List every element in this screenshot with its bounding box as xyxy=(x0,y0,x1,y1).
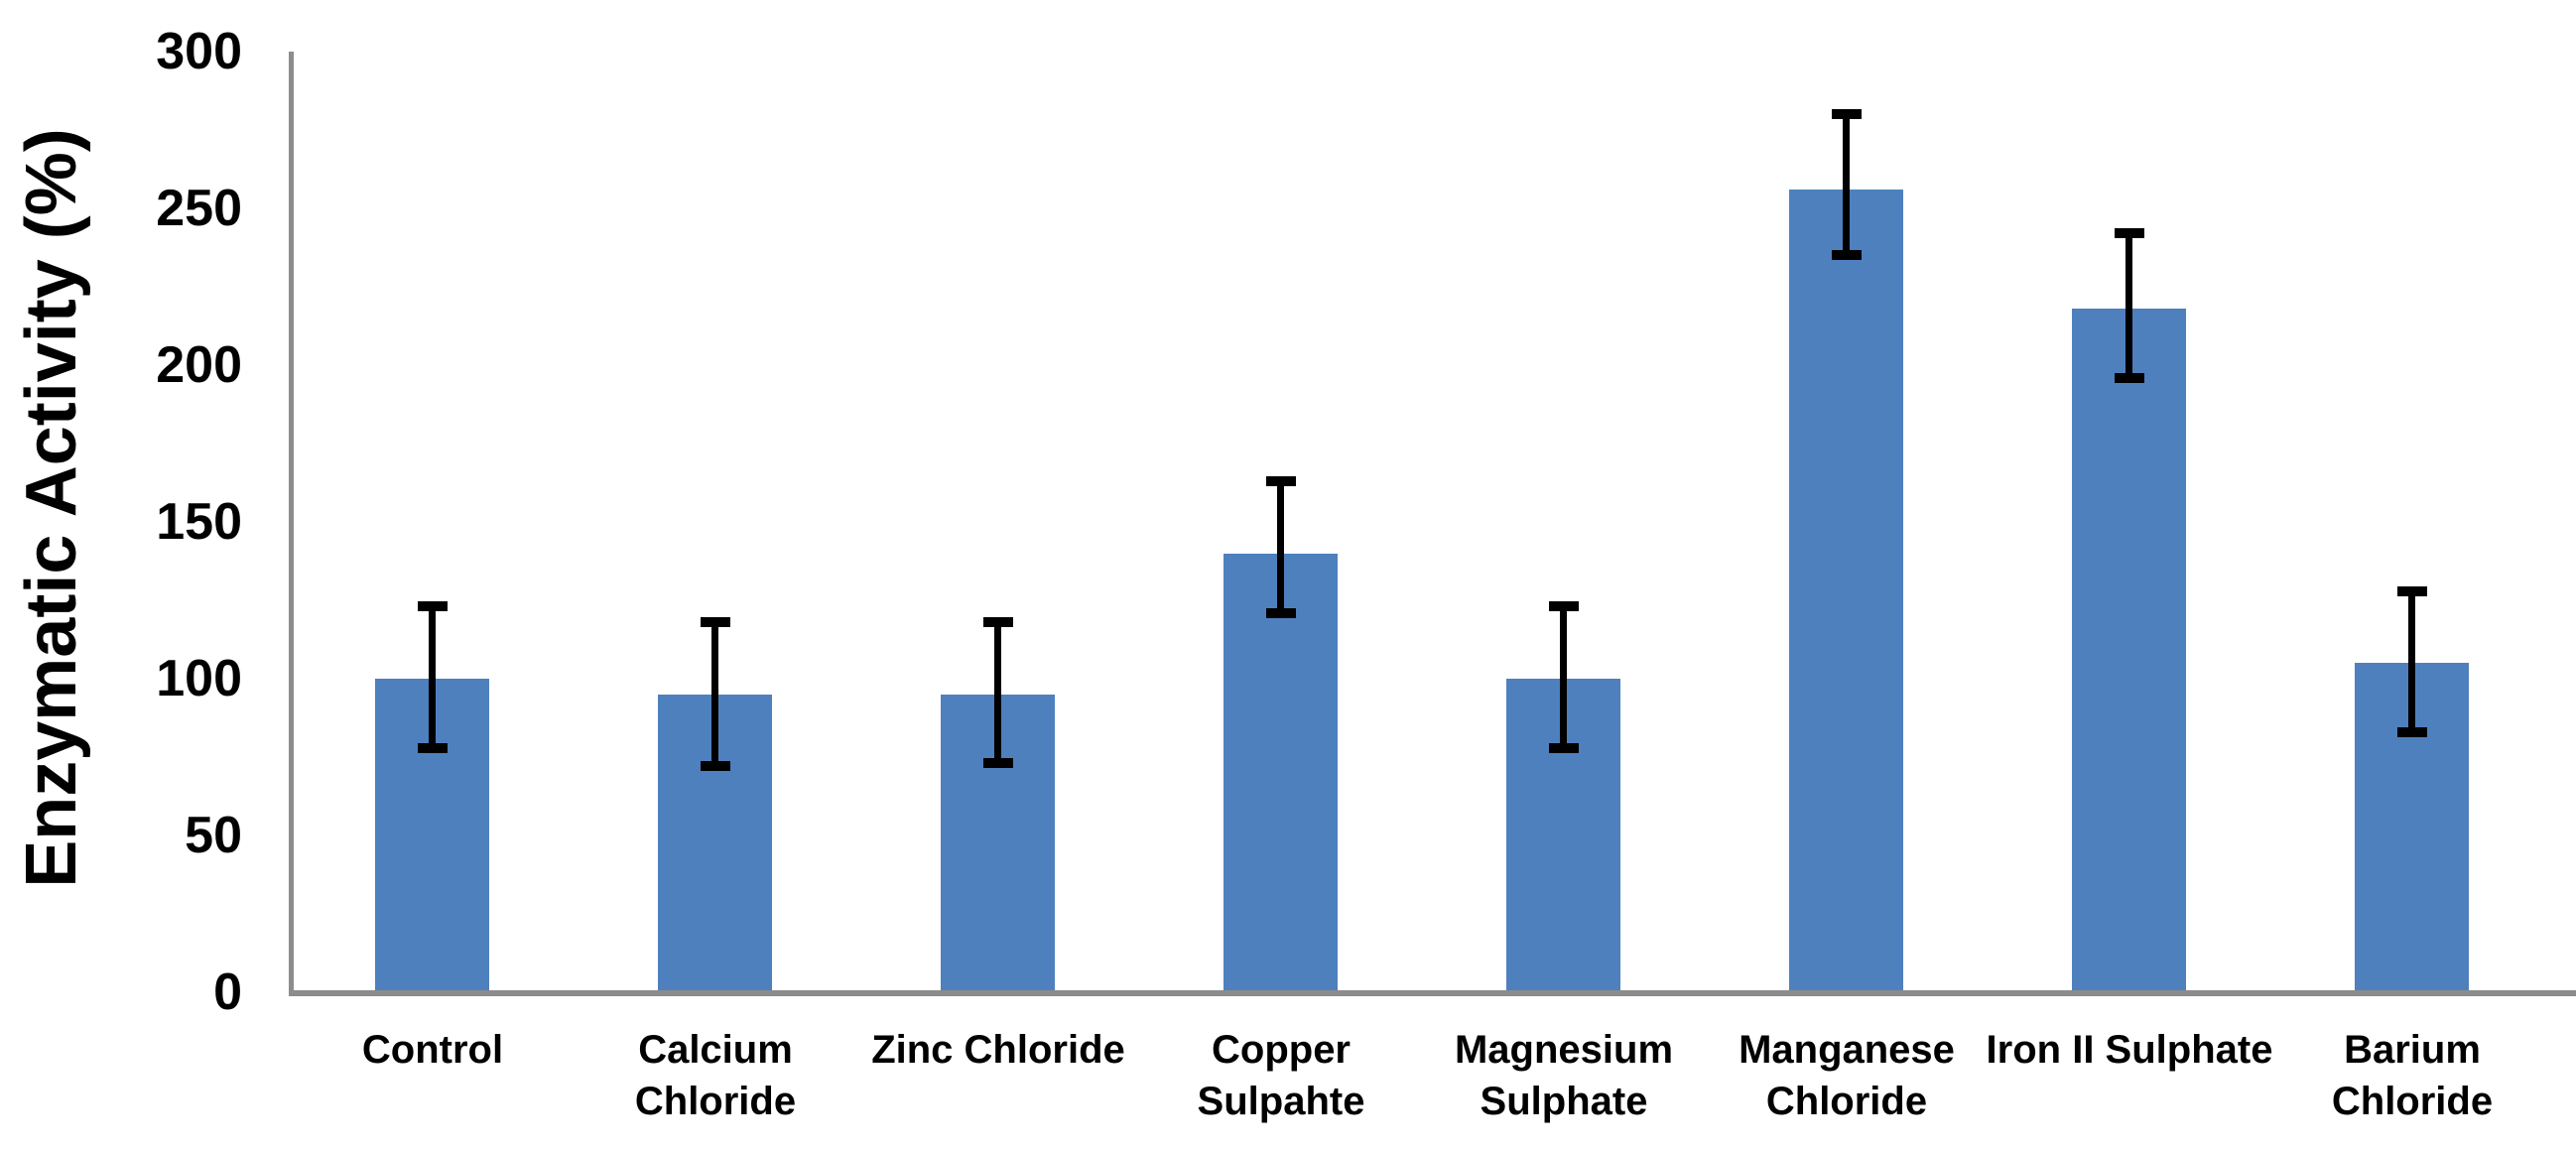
x-axis-label-line: Magnesium xyxy=(1454,1028,1674,1072)
y-tick-label: 300 xyxy=(156,23,242,80)
bar xyxy=(1224,554,1338,990)
error-bar xyxy=(711,622,718,766)
x-axis-label-line: Zinc Chloride xyxy=(871,1028,1125,1072)
error-bar-cap xyxy=(2115,373,2144,383)
x-axis-label-line: Sulpahte xyxy=(1197,1080,1365,1123)
error-bar xyxy=(2408,591,2415,732)
x-axis-label: Copper Sulpahte xyxy=(1093,1024,1470,1127)
x-axis-label: Control xyxy=(244,1024,621,1076)
error-bar-cap xyxy=(983,617,1013,627)
x-axis-label-line: Chloride xyxy=(1765,1080,1928,1123)
x-axis-label: Calcium Chloride xyxy=(527,1024,904,1127)
x-axis-line xyxy=(289,990,2576,996)
error-bar-cap xyxy=(1549,601,1579,611)
y-axis-line xyxy=(289,52,294,992)
x-axis-label-line: Control xyxy=(361,1028,504,1072)
x-axis-label: Manganese Chloride xyxy=(1658,1024,2035,1127)
error-bar-cap xyxy=(2397,586,2427,596)
x-axis-label-line: Iron II Sulphate xyxy=(1986,1028,2273,1072)
y-tick-label: 100 xyxy=(156,650,242,707)
error-bar xyxy=(1277,481,1284,613)
error-bar-cap xyxy=(418,601,448,611)
y-tick-label: 200 xyxy=(156,336,242,394)
error-bar xyxy=(1843,114,1850,255)
x-axis-label-line: Chloride xyxy=(2331,1080,2494,1123)
x-axis-label: Magnesium Sulphate xyxy=(1375,1024,1752,1127)
error-bar xyxy=(994,622,1001,763)
y-tick-label: 250 xyxy=(156,180,242,237)
error-bar-cap xyxy=(2115,228,2144,238)
x-axis-label: Barium Chloride xyxy=(2224,1024,2576,1127)
error-bar-cap xyxy=(1266,476,1296,486)
error-bar-cap xyxy=(701,761,730,771)
error-bar-cap xyxy=(983,758,1013,768)
x-axis-label-line: Chloride xyxy=(634,1080,797,1123)
error-bar-cap xyxy=(1549,743,1579,753)
error-bar xyxy=(2125,233,2132,378)
error-bar-cap xyxy=(1832,109,1862,119)
error-bar-cap xyxy=(2397,727,2427,737)
error-bar-cap xyxy=(418,743,448,753)
error-bar-cap xyxy=(1266,608,1296,618)
error-bar-cap xyxy=(1832,250,1862,260)
x-axis-label-line: Calcium xyxy=(638,1028,793,1072)
bar xyxy=(1789,190,1903,990)
x-axis-label: Iron II Sulphate xyxy=(1941,1024,2318,1076)
x-axis-label-line: Barium xyxy=(2344,1028,2481,1072)
y-tick-label: 150 xyxy=(156,493,242,551)
x-axis-label-line: Manganese xyxy=(1739,1028,1955,1072)
y-tick-label: 50 xyxy=(185,807,242,864)
error-bar xyxy=(429,606,436,748)
bar xyxy=(2072,309,2186,990)
x-axis-label-line: Sulphate xyxy=(1480,1080,1648,1123)
x-axis-label-line: Copper xyxy=(1212,1028,1351,1072)
x-axis-label: Zinc Chloride xyxy=(810,1024,1187,1076)
y-tick-label: 0 xyxy=(213,963,242,1021)
error-bar-cap xyxy=(701,617,730,627)
error-bar xyxy=(1560,606,1567,748)
